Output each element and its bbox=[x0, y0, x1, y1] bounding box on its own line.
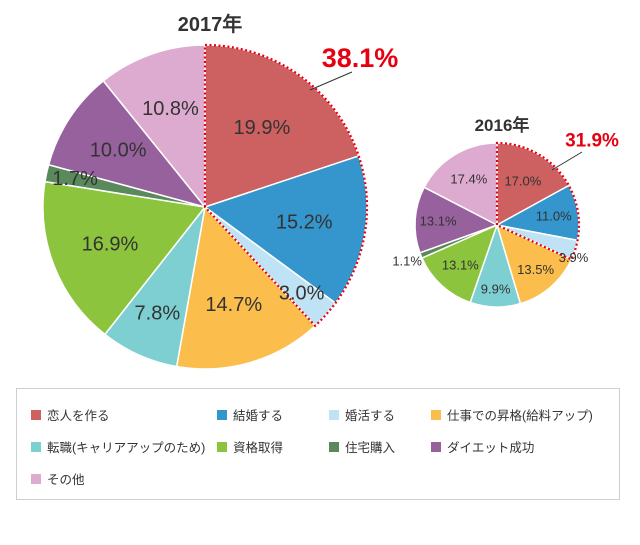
legend-item: 住宅購入 bbox=[329, 437, 395, 456]
highlight-outline bbox=[495, 141, 581, 261]
pie-slice bbox=[175, 205, 317, 370]
highlight-outline bbox=[203, 43, 369, 328]
legend-item: ダイエット成功 bbox=[431, 437, 534, 456]
legend-item: 資格取得 bbox=[217, 437, 283, 456]
pie-slice bbox=[102, 44, 206, 210]
slice-label: 3.0% bbox=[279, 282, 325, 304]
chart-title: 2016年 bbox=[475, 115, 530, 135]
highlight-total-label: 31.9% bbox=[565, 131, 619, 152]
pie-2017: 19.9% 15.2% 3.0% 14.7% 7.8% 16.9% 1.7% 10.0% 10.… bbox=[42, 12, 399, 370]
slice-label: 3.9% bbox=[559, 250, 589, 265]
legend-item: 恋人を作る bbox=[31, 405, 110, 424]
pie-2016: 17.0%11.0%3.9%13.5%9.9%13.1%1.1%13.1%17.… bbox=[392, 115, 619, 308]
pie-slice bbox=[204, 44, 360, 209]
pie-slice bbox=[47, 79, 208, 209]
legend-item: 結婚する bbox=[217, 405, 283, 424]
legend: 恋人を作る 結婚する 婚活する 仕事での昇格(給料アップ) 転職(キャリアアップのため)… bbox=[16, 388, 620, 500]
legend-swatch bbox=[217, 409, 227, 420]
slice-label: 1.7% bbox=[52, 168, 98, 190]
legend-label: 転職(キャリアアップのため) bbox=[47, 441, 206, 455]
legend-label: 住宅購入 bbox=[345, 441, 396, 455]
callout-line bbox=[309, 71, 353, 91]
legend-swatch bbox=[329, 409, 339, 420]
pie-slice bbox=[420, 223, 499, 304]
legend-label: 仕事での昇格(給料アップ) bbox=[447, 409, 593, 423]
legend-swatch bbox=[431, 441, 441, 452]
slice-label: 13.1% bbox=[420, 214, 457, 229]
legend-swatch bbox=[329, 441, 339, 452]
slice-label: 15.2% bbox=[276, 212, 333, 234]
pie-slice bbox=[414, 186, 499, 254]
pie-slice bbox=[423, 142, 498, 227]
legend-swatch bbox=[31, 409, 41, 420]
slice-label: 16.9% bbox=[82, 233, 139, 255]
legend-label: 婚活する bbox=[345, 409, 396, 423]
slice-label: 9.9% bbox=[481, 281, 511, 296]
slice-label: 11.0% bbox=[536, 209, 572, 224]
legend-item: 転職(キャリアアップのため) bbox=[31, 437, 205, 456]
slice-label: 13.1% bbox=[442, 257, 479, 272]
pie-slice bbox=[495, 223, 573, 305]
slice-label: 7.8% bbox=[135, 302, 181, 324]
slice-label: 10.0% bbox=[90, 139, 147, 161]
slice-label: 17.4% bbox=[450, 171, 487, 186]
legend-item: その他 bbox=[31, 469, 85, 488]
legend-label: ダイエット成功 bbox=[447, 441, 535, 455]
slice-label: 17.0% bbox=[504, 174, 541, 189]
callout-line bbox=[551, 151, 583, 171]
legend-label: 資格取得 bbox=[233, 441, 284, 455]
chart-title: 2017年 bbox=[178, 12, 243, 36]
legend-swatch bbox=[431, 409, 441, 420]
slice-label: 19.9% bbox=[234, 117, 291, 139]
legend-label: その他 bbox=[47, 473, 85, 487]
legend-item: 婚活する bbox=[329, 405, 395, 424]
legend-label: 結婚する bbox=[233, 409, 284, 423]
slice-label: 14.7% bbox=[205, 294, 262, 316]
slice-label: 10.8% bbox=[142, 98, 199, 120]
highlight-total-label: 38.1% bbox=[322, 43, 399, 73]
legend-swatch bbox=[217, 441, 227, 452]
legend-swatch bbox=[31, 441, 41, 452]
slice-label: 13.5% bbox=[517, 262, 554, 277]
legend-item: 仕事での昇格(給料アップ) bbox=[431, 405, 593, 424]
legend-label: 恋人を作る bbox=[47, 409, 110, 423]
slice-label: 1.1% bbox=[392, 253, 422, 268]
legend-swatch bbox=[31, 473, 41, 484]
pie-slice bbox=[42, 180, 207, 336]
